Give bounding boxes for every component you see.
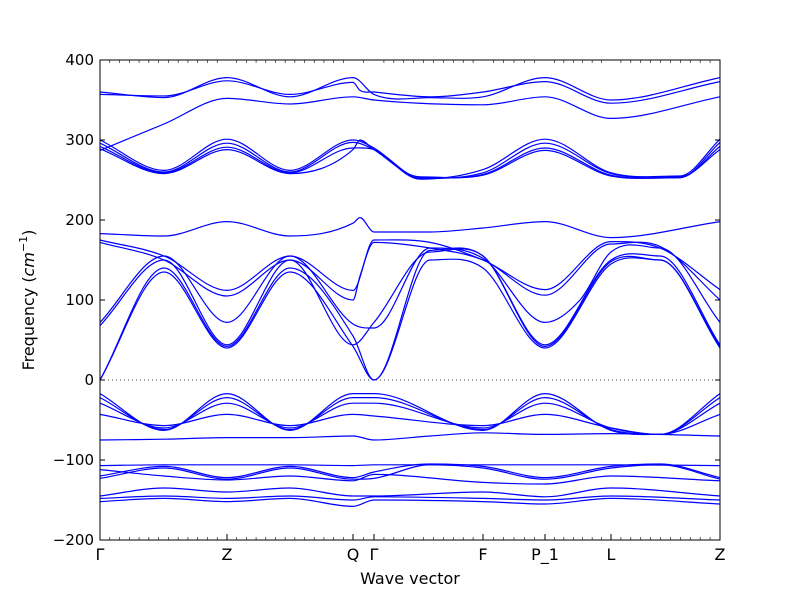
x-tick-label: F bbox=[478, 545, 487, 564]
band-line-20 bbox=[99, 464, 721, 467]
band-line-19 bbox=[99, 432, 721, 441]
band-line-11 bbox=[99, 244, 721, 329]
y-axis: −200 −100 0 100 200 300 400 bbox=[53, 51, 720, 549]
band-line-25 bbox=[99, 495, 721, 501]
x-tick-label: Γ bbox=[96, 545, 105, 564]
band-line-9 bbox=[99, 239, 721, 292]
y-tick-label: 400 bbox=[65, 51, 94, 69]
y-tick-label: 300 bbox=[65, 131, 94, 149]
band-line-16 bbox=[99, 396, 721, 436]
band-line-15 bbox=[99, 392, 721, 436]
y-tick-label: 100 bbox=[65, 291, 94, 309]
y-axis-label: Frequency (cm−1) bbox=[17, 230, 38, 371]
band-line-3 bbox=[99, 96, 721, 151]
band-line-26 bbox=[99, 497, 721, 508]
y-tick-label: 200 bbox=[65, 211, 94, 229]
y-tick-label: −100 bbox=[53, 451, 94, 469]
x-axis-label: Wave vector bbox=[360, 569, 460, 588]
band-line-7 bbox=[99, 139, 721, 179]
band-line-2 bbox=[99, 80, 721, 104]
band-line-10 bbox=[99, 241, 721, 301]
band-line-1 bbox=[99, 76, 721, 101]
band-line-5 bbox=[99, 141, 721, 180]
band-line-24 bbox=[99, 487, 721, 498]
band-line-22 bbox=[99, 464, 721, 480]
band-line-12 bbox=[99, 248, 721, 346]
band-line-23 bbox=[99, 469, 721, 485]
x-tick-label: Γ bbox=[370, 545, 379, 564]
band-line-21 bbox=[99, 463, 721, 479]
band-line-17 bbox=[99, 402, 721, 436]
x-tick-label: P_1 bbox=[531, 545, 559, 565]
band-line-13 bbox=[99, 247, 721, 381]
band-line-8 bbox=[99, 216, 721, 239]
y-tick-label: 0 bbox=[84, 371, 94, 389]
x-tick-label: Z bbox=[222, 545, 233, 564]
plot-area bbox=[99, 76, 721, 508]
band-line-18 bbox=[99, 413, 721, 436]
x-tick-label: Z bbox=[715, 545, 726, 564]
y-tick-label: −200 bbox=[53, 531, 94, 549]
band-line-14 bbox=[99, 257, 721, 381]
x-axis: Γ Z Q Γ F P_1 L Z bbox=[96, 60, 726, 565]
x-tick-label: Q bbox=[347, 545, 360, 564]
x-tick-label: L bbox=[607, 545, 616, 564]
band-line-6 bbox=[99, 145, 721, 179]
